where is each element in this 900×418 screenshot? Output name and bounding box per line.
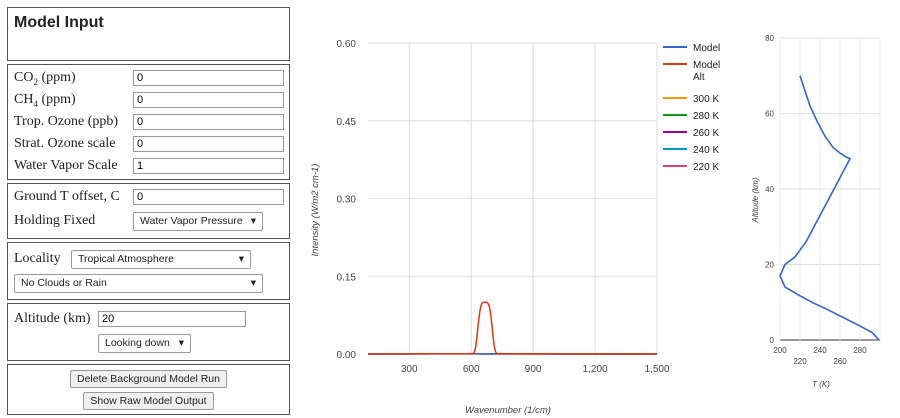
legend-label: 260 K bbox=[693, 128, 719, 139]
altitude-input[interactable] bbox=[98, 311, 246, 327]
locality-box: Locality Tropical Atmosphere ▾ No Clouds… bbox=[7, 242, 290, 300]
ground-box: Ground T offset, C Holding Fixed Water V… bbox=[7, 183, 290, 239]
looking-direction-select[interactable]: Looking down ▾ bbox=[98, 333, 191, 353]
x-tick-label: 1,200 bbox=[583, 364, 608, 375]
buttons-box: Delete Background Model Run Show Raw Mod… bbox=[7, 364, 290, 415]
holding-fixed-select[interactable]: Water Vapor Pressure ▾ bbox=[133, 211, 263, 231]
chevron-down-icon: ▾ bbox=[250, 215, 256, 227]
locality-value: Tropical Atmosphere bbox=[78, 253, 174, 265]
trop-ozone-input[interactable] bbox=[133, 114, 284, 130]
y-tick-label: 80 bbox=[765, 34, 774, 43]
ground-offset-row: Ground T offset, C bbox=[8, 186, 289, 208]
legend-label: Model bbox=[693, 60, 720, 71]
x-tick-label: 280 bbox=[853, 346, 867, 355]
ground-offset-label: Ground T offset, C bbox=[14, 189, 120, 204]
chevron-down-icon: ▾ bbox=[238, 253, 244, 265]
clouds-value: No Clouds or Rain bbox=[21, 277, 107, 289]
delete-background-run-button[interactable]: Delete Background Model Run bbox=[69, 370, 227, 388]
water-vapor-row: Water Vapor Scale bbox=[8, 155, 289, 177]
ch4-input[interactable] bbox=[133, 92, 284, 108]
chevron-down-icon: ▾ bbox=[178, 337, 184, 349]
x-axis-label: Wavenumber (1/cm) bbox=[465, 405, 551, 416]
legend-label-cont: Alt bbox=[693, 72, 705, 83]
legend-label: 300 K bbox=[693, 94, 719, 105]
altitude-axis-label: Altitude (km) bbox=[751, 177, 760, 223]
chevron-down-icon: ▾ bbox=[250, 277, 256, 289]
x-tick-label: 600 bbox=[463, 364, 480, 375]
locality-select[interactable]: Tropical Atmosphere ▾ bbox=[71, 249, 251, 269]
clouds-row: No Clouds or Rain ▾ bbox=[8, 271, 289, 295]
legend-label: Model bbox=[693, 43, 720, 54]
co2-label: CO2 (ppm) bbox=[14, 69, 76, 87]
strat-ozone-label: Strat. Ozone scale bbox=[14, 136, 116, 151]
holding-row: Holding Fixed Water Vapor Pressure ▾ bbox=[8, 208, 289, 234]
x-tick-label: 900 bbox=[525, 364, 542, 375]
x-tick-label: 220 bbox=[793, 357, 807, 366]
direction-row: Looking down ▾ bbox=[8, 330, 289, 356]
y-axis-label: Intensity (W/m2 cm-1) bbox=[310, 164, 321, 257]
y-tick-label: 0.30 bbox=[337, 195, 357, 206]
y-tick-label: 20 bbox=[765, 261, 774, 270]
trop-ozone-row: Trop. Ozone (ppb) bbox=[8, 111, 289, 133]
y-tick-label: 0.45 bbox=[337, 117, 357, 128]
x-tick-label: 1,500 bbox=[644, 364, 669, 375]
temperature-axis-label: T (K) bbox=[812, 380, 830, 389]
co2-input[interactable] bbox=[133, 70, 284, 86]
x-tick-label: 200 bbox=[773, 346, 787, 355]
holding-label: Holding Fixed bbox=[14, 213, 96, 228]
temperature-profile-line bbox=[779, 75, 880, 341]
y-tick-label: 0.60 bbox=[337, 39, 357, 50]
y-tick-label: 40 bbox=[765, 185, 774, 194]
locality-row: Locality Tropical Atmosphere ▾ bbox=[8, 247, 289, 271]
show-raw-output-button[interactable]: Show Raw Model Output bbox=[83, 392, 214, 410]
model-input-panel: Model Input CO2 (ppm) CH4 (ppm) Trop. Oz… bbox=[7, 7, 290, 418]
strat-ozone-row: Strat. Ozone scale bbox=[8, 133, 289, 155]
ch4-label: CH4 (ppm) bbox=[14, 91, 76, 109]
holding-fixed-value: Water Vapor Pressure bbox=[140, 215, 243, 227]
y-tick-label: 60 bbox=[765, 110, 774, 119]
ground-offset-input[interactable] bbox=[133, 189, 284, 205]
y-tick-label: 0 bbox=[770, 336, 775, 345]
altitude-label: Altitude (km) bbox=[14, 311, 91, 326]
y-tick-label: 0.00 bbox=[337, 350, 357, 361]
clouds-select[interactable]: No Clouds or Rain ▾ bbox=[14, 273, 263, 293]
series-line-model-alt bbox=[368, 301, 657, 355]
water-vapor-label: Water Vapor Scale bbox=[14, 158, 118, 173]
panel-title: Model Input bbox=[14, 14, 104, 31]
y-tick-label: 0.15 bbox=[337, 272, 357, 283]
gases-box: CO2 (ppm) CH4 (ppm) Trop. Ozone (ppb) St… bbox=[7, 64, 290, 180]
altitude-row: Altitude (km) bbox=[8, 308, 289, 330]
trop-ozone-label: Trop. Ozone (ppb) bbox=[14, 114, 119, 129]
altitude-box: Altitude (km) Looking down ▾ bbox=[7, 303, 290, 361]
co2-row: CO2 (ppm) bbox=[8, 67, 289, 89]
ch4-row: CH4 (ppm) bbox=[8, 89, 289, 111]
legend-label: 240 K bbox=[693, 145, 719, 156]
legend-label: 220 K bbox=[693, 162, 719, 173]
title-box: Model Input bbox=[7, 7, 290, 61]
x-tick-label: 240 bbox=[813, 346, 827, 355]
legend-label: 280 K bbox=[693, 111, 719, 122]
x-tick-label: 260 bbox=[833, 357, 847, 366]
looking-direction-value: Looking down bbox=[105, 337, 170, 349]
temperature-profile-chart: 0 20 40 60 80 200 240 280 220 260 Altitude (km) T… bbox=[751, 34, 881, 389]
strat-ozone-input[interactable] bbox=[133, 136, 284, 152]
water-vapor-input[interactable] bbox=[133, 158, 284, 174]
locality-label: Locality bbox=[14, 251, 61, 266]
x-tick-label: 300 bbox=[401, 364, 418, 375]
